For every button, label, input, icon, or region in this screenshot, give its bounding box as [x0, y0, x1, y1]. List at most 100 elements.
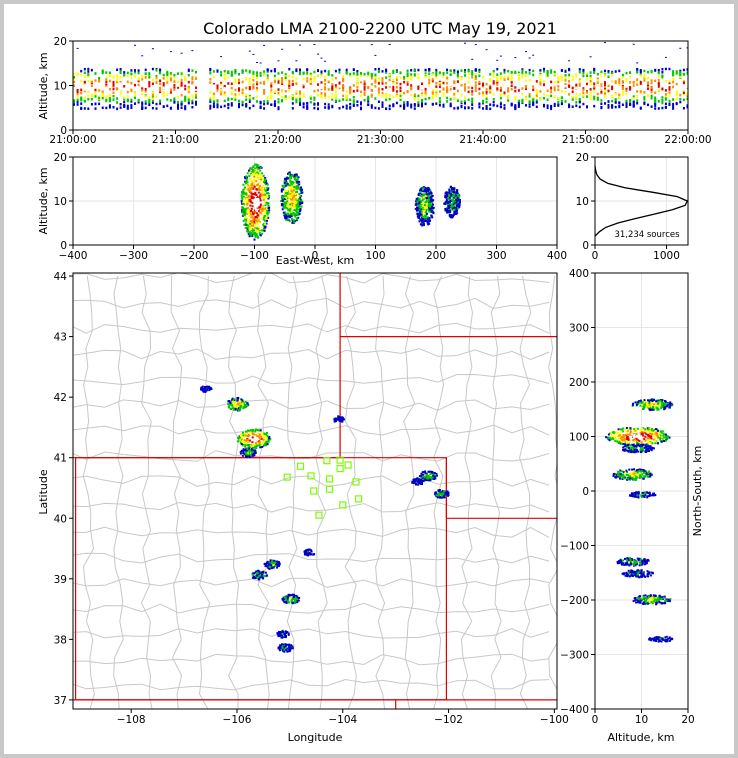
time-height-bin [499, 102, 502, 106]
time-height-bin [327, 88, 330, 91]
plan-density-bin [239, 441, 242, 444]
plan-density-bin [256, 573, 259, 576]
time-height-bin [672, 70, 675, 73]
ew-density-bin [283, 180, 286, 182]
time-height-bin [116, 80, 119, 83]
time-height-bin [596, 92, 599, 96]
time-height-bin [327, 85, 330, 88]
time-height-bin [586, 78, 588, 81]
ew-density-bin [422, 224, 425, 226]
ew-density-bin [457, 204, 460, 207]
plan-density-bin [246, 455, 249, 458]
time-height-bin [277, 84, 280, 87]
time-height-bin [148, 72, 151, 75]
ew-density-bin [286, 182, 289, 185]
ew-density-bin [299, 201, 302, 204]
time-height-bin [291, 94, 294, 98]
time-height-bin [155, 95, 158, 98]
plan-density-bin [307, 552, 310, 555]
time-height-bin [317, 74, 319, 77]
time-height-bin [238, 78, 240, 82]
ew-density-bin [425, 209, 428, 211]
ns-density-bin [617, 431, 620, 434]
time-height-bin [675, 85, 678, 89]
time-height-bin [349, 107, 352, 110]
time-height-bin [220, 71, 223, 74]
time-height-bin [446, 88, 449, 91]
ew-density-bin [291, 218, 293, 220]
ew-density-bin [289, 179, 292, 182]
time-height-bin [227, 103, 230, 106]
ew-density-bin [264, 181, 267, 184]
time-height-bin [679, 69, 682, 73]
time-height-bin [223, 91, 226, 94]
time-height-bin [406, 80, 409, 84]
ew-density-bin [264, 217, 267, 220]
time-height-bin [277, 98, 280, 101]
time-height-bin [431, 88, 434, 92]
time-height-bin [123, 71, 126, 74]
time-height-bin [76, 95, 79, 98]
time-height-bin [507, 77, 510, 81]
ew-density-bin [282, 211, 285, 214]
time-height-bin [503, 91, 506, 95]
time-height-bin [263, 107, 266, 110]
time-height-bin [614, 98, 617, 101]
time-height-bin [614, 80, 617, 83]
time-height-bin [334, 91, 337, 94]
ew-density-bin [427, 189, 430, 192]
time-height-bin [90, 68, 93, 72]
time-height-bin [636, 102, 639, 105]
plan-density-bin [292, 595, 295, 598]
ew-density-bin [445, 196, 448, 199]
time-height-bin [159, 102, 162, 105]
ew-density-bin [268, 195, 271, 197]
time-height-bin [370, 93, 373, 97]
ns-density-bin [625, 432, 628, 435]
x-tick-label: 0 [592, 250, 599, 262]
time-height-bin [604, 81, 606, 84]
time-height-bin [94, 88, 97, 92]
ew-density-bin [293, 214, 296, 217]
ew-density-bin [295, 201, 298, 204]
time-height-bin [625, 105, 628, 109]
time-height-bin [360, 94, 362, 97]
ns-density-bin [655, 432, 658, 434]
plan-density-bin [431, 477, 434, 480]
plan-density-bin [242, 406, 245, 409]
time-height-bin [155, 81, 158, 84]
plan-density-bin [262, 574, 265, 577]
ew-density-bin [249, 233, 252, 235]
time-height-bin [116, 107, 119, 111]
ew-density-bin [259, 199, 262, 202]
time-height-bin [108, 106, 111, 109]
time-height-bin [668, 103, 671, 106]
time-height-bin [553, 86, 556, 90]
plan-density-bin [434, 491, 437, 494]
plan-density-bin [265, 441, 268, 444]
ns-density-bin [633, 436, 636, 439]
time-height-bin [593, 68, 596, 72]
time-height-bin [510, 102, 513, 106]
ew-density-bin [454, 206, 457, 209]
ew-density-bin [416, 206, 418, 209]
time-height-bin [639, 82, 642, 85]
ew-density-bin [259, 192, 262, 195]
time-height-bin [141, 78, 144, 81]
ew-density-bin [285, 196, 288, 199]
ns-density-bin [647, 437, 650, 440]
ew-density-bin [259, 212, 262, 215]
time-height-bin [471, 70, 474, 73]
ew-density-bin [286, 190, 289, 192]
plan-density-bin [422, 475, 425, 478]
time-height-bin [675, 72, 678, 75]
time-height-bin [460, 84, 463, 87]
time-height-bin [299, 92, 301, 95]
time-height-bin [306, 68, 309, 71]
ew-density-bin [288, 187, 291, 190]
time-height-bin [485, 92, 488, 95]
time-height-bin [223, 85, 226, 88]
time-height-bin [94, 72, 97, 75]
ew-density-bin [256, 188, 259, 191]
